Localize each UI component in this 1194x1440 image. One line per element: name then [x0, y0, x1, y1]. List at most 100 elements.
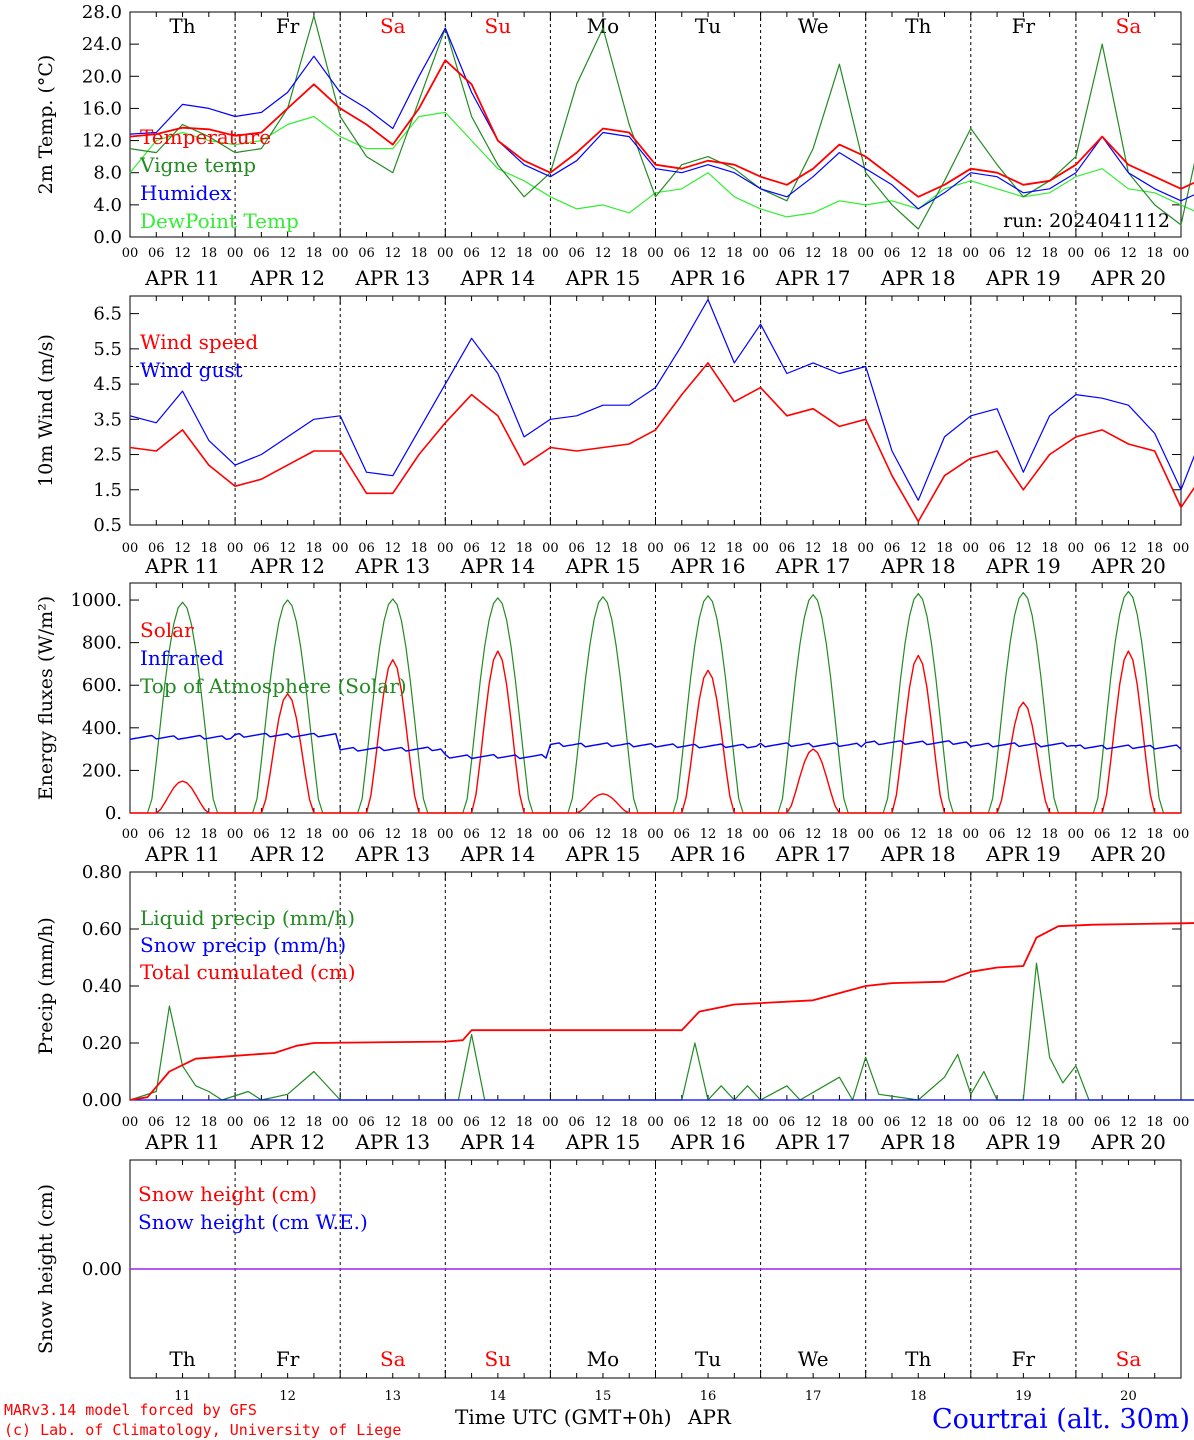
- y-tick-label: 0.60: [82, 919, 122, 940]
- hour-tick-label: 00: [1173, 541, 1190, 556]
- hour-tick-label: 12: [490, 827, 507, 842]
- hour-tick-label: 00: [963, 246, 980, 261]
- hour-tick-label: 12: [1120, 541, 1137, 556]
- hour-tick-label: 06: [779, 1115, 796, 1130]
- date-label: APR 16: [670, 842, 746, 866]
- hour-tick-label: 00: [227, 1115, 244, 1130]
- date-label: APR 18: [880, 842, 956, 866]
- total-cumulated-line: [129, 922, 1194, 1101]
- legend-entry: Temperature: [140, 125, 271, 149]
- hour-tick-label: 18: [936, 541, 953, 556]
- hour-tick-label: 06: [253, 541, 270, 556]
- hour-tick-label: 06: [253, 246, 270, 261]
- credit-model: MARv3.14 model forced by GFS: [4, 1401, 257, 1419]
- hour-tick-label: 00: [227, 541, 244, 556]
- y-tick-label: 8.0: [93, 163, 122, 184]
- hour-tick-label: 18: [621, 827, 638, 842]
- hour-tick-label: 06: [674, 827, 691, 842]
- hour-tick-label: 00: [542, 1115, 559, 1130]
- day-number-label: 16: [700, 1389, 717, 1404]
- date-label: APR 15: [565, 1130, 641, 1154]
- hour-tick-label: 06: [358, 541, 375, 556]
- hour-tick-label: 00: [437, 827, 454, 842]
- weekday-label: Sa: [380, 14, 406, 38]
- hour-tick-label: 12: [490, 246, 507, 261]
- weekday-label: Mo: [587, 14, 620, 38]
- y-axis-label: Snow height (cm): [35, 1184, 57, 1354]
- hour-tick-label: 06: [568, 1115, 585, 1130]
- day-number-label: 18: [910, 1389, 927, 1404]
- hour-tick-label: 00: [1173, 827, 1190, 842]
- date-label: APR 11: [144, 554, 220, 578]
- day-number-label: 19: [1015, 1389, 1032, 1404]
- hour-tick-label: 00: [332, 246, 349, 261]
- hour-tick-label: 12: [910, 541, 927, 556]
- hour-tick-label: 12: [279, 827, 296, 842]
- hour-tick-label: 12: [174, 1115, 191, 1130]
- date-label: APR 11: [144, 842, 220, 866]
- weekday-label: Tu: [695, 14, 721, 38]
- y-tick-label: 28.0: [82, 2, 122, 23]
- date-label: APR 16: [670, 266, 746, 290]
- month-label: APR: [687, 1405, 732, 1429]
- hour-tick-label: 18: [831, 1115, 848, 1130]
- weekday-label: Tu: [695, 1347, 721, 1371]
- hour-tick-label: 12: [700, 1115, 717, 1130]
- hour-tick-label: 00: [542, 541, 559, 556]
- hour-tick-label: 06: [884, 827, 901, 842]
- y-tick-label: 0.80: [82, 862, 122, 883]
- date-label: APR 13: [354, 266, 430, 290]
- date-label: APR 15: [565, 554, 641, 578]
- weekday-label: Sa: [1116, 14, 1142, 38]
- day-number-label: 13: [384, 1389, 401, 1404]
- legend-entry: Wind speed: [140, 330, 258, 354]
- hour-tick-label: 18: [1146, 827, 1163, 842]
- day-number-label: 15: [595, 1389, 612, 1404]
- date-label: APR 15: [565, 266, 641, 290]
- hour-tick-label: 12: [174, 541, 191, 556]
- date-label: APR 13: [354, 554, 430, 578]
- hour-tick-label: 18: [1146, 246, 1163, 261]
- hour-tick-label: 06: [358, 246, 375, 261]
- hour-tick-label: 12: [490, 1115, 507, 1130]
- date-label: APR 17: [775, 554, 851, 578]
- hour-tick-label: 06: [989, 541, 1006, 556]
- hour-tick-label: 00: [647, 827, 664, 842]
- weekday-label: Mo: [587, 1347, 620, 1371]
- weekday-label: Fr: [276, 14, 300, 38]
- legend-entry: Solar: [140, 618, 194, 642]
- hour-tick-label: 06: [989, 1115, 1006, 1130]
- hour-tick-label: 12: [595, 827, 612, 842]
- legend-entry: Vigne temp: [139, 153, 256, 177]
- hour-tick-label: 18: [936, 246, 953, 261]
- hour-tick-label: 06: [148, 541, 165, 556]
- y-tick-label: 0.: [105, 803, 122, 824]
- hour-tick-label: 06: [779, 827, 796, 842]
- wind-gust-line: [129, 298, 1194, 501]
- weekday-label: Sa: [1116, 1347, 1142, 1371]
- date-label: APR 19: [985, 266, 1061, 290]
- hour-tick-label: 06: [148, 827, 165, 842]
- date-label: APR 17: [775, 266, 851, 290]
- weekday-label: Fr: [1012, 1347, 1036, 1371]
- hour-tick-label: 06: [568, 541, 585, 556]
- hour-tick-label: 18: [201, 541, 218, 556]
- hour-tick-label: 00: [122, 246, 139, 261]
- weekday-label: Th: [905, 14, 931, 38]
- hour-tick-label: 06: [148, 1115, 165, 1130]
- hour-tick-label: 00: [332, 1115, 349, 1130]
- date-label: APR 16: [670, 554, 746, 578]
- hour-tick-label: 18: [411, 1115, 428, 1130]
- hour-tick-label: 00: [857, 246, 874, 261]
- hour-tick-label: 12: [1120, 246, 1137, 261]
- temperature-line: [129, 59, 1194, 198]
- y-tick-label: 200.: [82, 760, 122, 781]
- hour-tick-label: 00: [542, 827, 559, 842]
- hour-tick-label: 00: [1068, 827, 1085, 842]
- hour-tick-label: 18: [516, 827, 533, 842]
- legend-entry: Snow height (cm): [138, 1182, 317, 1206]
- hour-tick-label: 18: [1041, 246, 1058, 261]
- y-tick-label: 0.20: [82, 1033, 122, 1054]
- hour-tick-label: 18: [1146, 1115, 1163, 1130]
- hour-tick-label: 00: [437, 541, 454, 556]
